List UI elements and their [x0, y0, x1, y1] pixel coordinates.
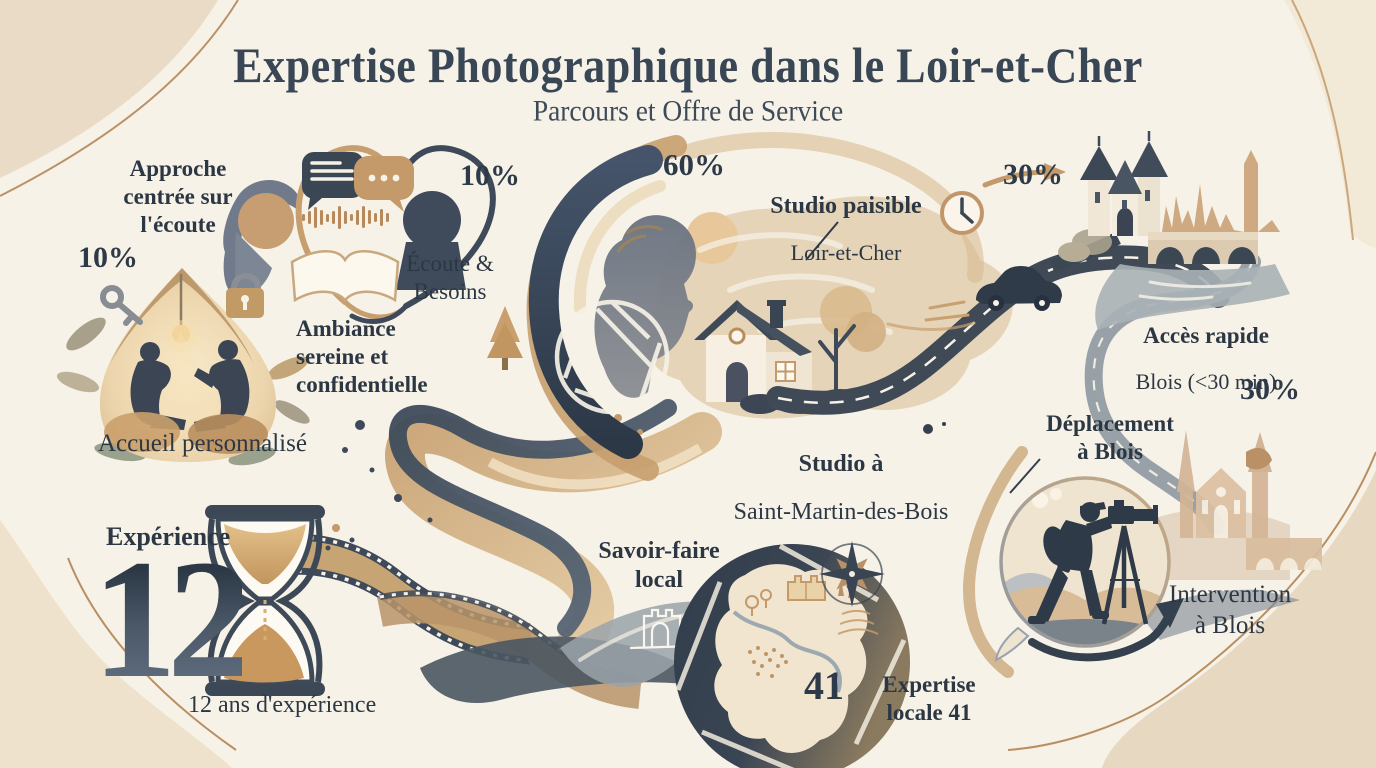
label-studio-paisible: Studio paisible Loir-et-Cher	[770, 172, 921, 287]
castle-scene	[1058, 131, 1290, 330]
tree-icon	[818, 286, 886, 400]
speech-bubble-icon	[301, 152, 364, 210]
open-book-icon	[290, 250, 400, 303]
pine-tree-icon	[487, 306, 523, 370]
label-studio-saint-martin: Studio à Saint-Martin-des-Bois	[734, 430, 949, 547]
padlock-icon	[226, 273, 264, 318]
studio-saint-subtitle: Saint-Martin-des-Bois	[733, 499, 949, 526]
skyline-icon	[1162, 150, 1280, 232]
ribbon-flow	[342, 399, 946, 668]
compass-rose-icon	[819, 541, 885, 607]
river-icon	[1095, 264, 1290, 330]
clock-icon	[940, 191, 984, 235]
sound-wave-icon	[302, 206, 389, 229]
person-profile-icon	[594, 215, 696, 398]
stat-accueil-pct: 10%	[78, 241, 138, 274]
camera-icon	[1108, 500, 1158, 524]
tripod-icon	[1101, 525, 1149, 625]
studio-saint-title: Studio à	[798, 450, 884, 477]
man-profile-icon	[403, 191, 461, 249]
label-ecoute-besoins: Écoute & Besoins	[406, 251, 494, 305]
studio-scene	[487, 132, 1013, 481]
experience-years-number: 12	[92, 525, 252, 713]
bridge-icon	[1148, 232, 1258, 264]
label-acces-rapide: Accès rapide Blois (<30 min)	[1136, 302, 1277, 415]
label-deplacement-blois: Déplacement à Blois	[1046, 411, 1174, 465]
acces-rapide-title: Accès rapide	[1143, 322, 1269, 348]
photographer-icon	[1028, 500, 1158, 625]
map-river-icon	[732, 610, 842, 693]
stat-acces-pct: 30%	[1003, 158, 1063, 191]
label-approche-ecoute: Approche centrée sur l'écoute	[123, 156, 233, 238]
photographer-scene	[963, 446, 1300, 678]
bubble-tail-icon	[994, 626, 1030, 662]
castle-icon	[1080, 131, 1168, 236]
label-savoir-faire: Savoir-faire local	[598, 538, 720, 594]
car-icon	[976, 266, 1062, 311]
leader-lines	[805, 221, 839, 261]
vineyard-dots-icon	[748, 646, 788, 678]
arrow-icon	[982, 163, 1066, 188]
intervention-arrow-icon	[1028, 598, 1184, 662]
listening-scene	[223, 145, 496, 324]
studio-paisible-title: Studio paisible	[770, 192, 922, 219]
page-title: Expertise Photographique dans le Loir-et…	[233, 38, 1143, 94]
speech-bubble-dots-icon	[354, 156, 414, 212]
label-expertise-locale: Expertise locale 41	[882, 672, 976, 726]
label-12-ans: 12 ans d'expérience	[188, 692, 377, 718]
camera-aperture-icon	[554, 299, 670, 415]
label-accueil-personnalise: Accueil personnalisé	[98, 430, 307, 457]
map-scene	[674, 541, 910, 768]
stat-studio-pct: 60%	[663, 147, 725, 182]
cocoon-scene	[56, 268, 310, 466]
map-castle-sketch-icon	[787, 575, 826, 601]
studio-paisible-subtitle: Loir-et-Cher	[790, 240, 902, 266]
label-intervention-blois: Intervention à Blois	[1168, 581, 1292, 639]
hourglass-icon	[205, 505, 325, 696]
key-icon	[100, 285, 143, 326]
label-ambiance: Ambiance sereine et confidentielle	[296, 316, 428, 398]
stat-deplacement-pct: 30%	[1240, 373, 1300, 406]
stat-ecoute-pct: 10%	[460, 159, 520, 192]
acces-rapide-subtitle: Blois (<30 min)	[1135, 369, 1277, 395]
label-experience: Expérience	[106, 522, 231, 551]
map-department-number: 41	[804, 663, 844, 708]
page-subtitle: Parcours et Offre de Service	[532, 95, 844, 128]
cathedral-scene	[1177, 430, 1322, 570]
